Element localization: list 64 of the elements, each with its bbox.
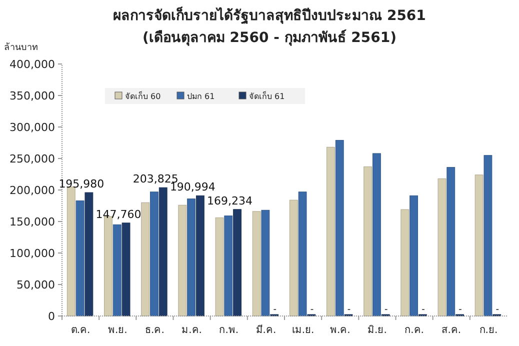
x-tick-label: ต.ค. [70, 325, 90, 336]
y-tick-label: 50,000 [16, 278, 55, 292]
bar [446, 167, 456, 316]
bar [158, 187, 168, 316]
bar [122, 222, 130, 316]
x-tick-label: มิ.ย. [368, 325, 387, 336]
data-label: - [384, 305, 388, 315]
bar [112, 224, 122, 316]
bar [261, 210, 270, 316]
data-label: 147,760 [96, 208, 142, 221]
bar [84, 192, 94, 316]
bar [76, 200, 84, 316]
data-label: - [496, 305, 499, 315]
data-label: - [347, 305, 351, 315]
y-tick-label: 300,000 [10, 120, 55, 134]
y-tick-label: 100,000 [10, 246, 55, 260]
bar [364, 166, 372, 316]
bar [289, 200, 298, 316]
x-tick-label: ก.ย. [479, 325, 498, 336]
bar [224, 216, 233, 316]
legend-label: จัดเก็บ 60 [125, 91, 161, 101]
x-tick-label: ส.ค. [442, 325, 462, 336]
data-label: 169,234 [207, 194, 253, 208]
x-tick-label: พ.ค. [330, 325, 350, 336]
bar [178, 204, 187, 316]
data-label: - [310, 305, 314, 315]
bar [326, 146, 335, 316]
bar [141, 202, 150, 316]
x-tick-label: มี.ค. [256, 324, 276, 336]
data-label: - [422, 305, 425, 315]
y-tick-label: 0 [48, 310, 55, 323]
bar [252, 211, 261, 316]
x-tick-label: ก.พ. [219, 325, 239, 336]
y-axis-title: ล้านบาท [4, 42, 38, 53]
chart-title: ผลการจัดเก็บรายได้รัฐบาลสุทธิปีงบประมาณ 2561 [113, 6, 426, 25]
x-tick-label: พ.ย. [108, 325, 128, 336]
y-tick-label: 200,000 [10, 184, 55, 197]
x-tick-label: ก.ค. [404, 325, 424, 336]
bar [233, 209, 242, 316]
bar [215, 217, 224, 316]
bar [372, 153, 381, 316]
bar [196, 195, 204, 316]
bar [484, 155, 492, 316]
x-tick-label: เม.ย. [292, 325, 314, 336]
bar [410, 195, 418, 316]
bar [400, 209, 410, 316]
bar [438, 178, 446, 316]
bar [150, 192, 158, 316]
y-tick-label: 250,000 [10, 152, 55, 166]
bar [335, 140, 344, 316]
data-label: - [458, 305, 462, 315]
bar [474, 174, 484, 316]
data-label: - [273, 305, 276, 315]
x-tick-label: ธ.ค. [145, 325, 164, 336]
legend-label: จัดเก็บ 61 [249, 91, 285, 101]
data-label: 195,980 [58, 178, 104, 191]
y-tick-label: 150,000 [10, 215, 55, 228]
chart-subtitle: (เดือนตุลาคม 2560 - กุมภาพันธ์ 2561) [142, 29, 397, 46]
y-tick-label: 350,000 [10, 89, 55, 102]
legend-label: ปมก 61 [187, 92, 215, 101]
y-tick-label: 400,000 [10, 58, 55, 71]
bar [298, 192, 307, 316]
bar [187, 198, 196, 316]
x-tick-label: ม.ค. [182, 325, 202, 336]
